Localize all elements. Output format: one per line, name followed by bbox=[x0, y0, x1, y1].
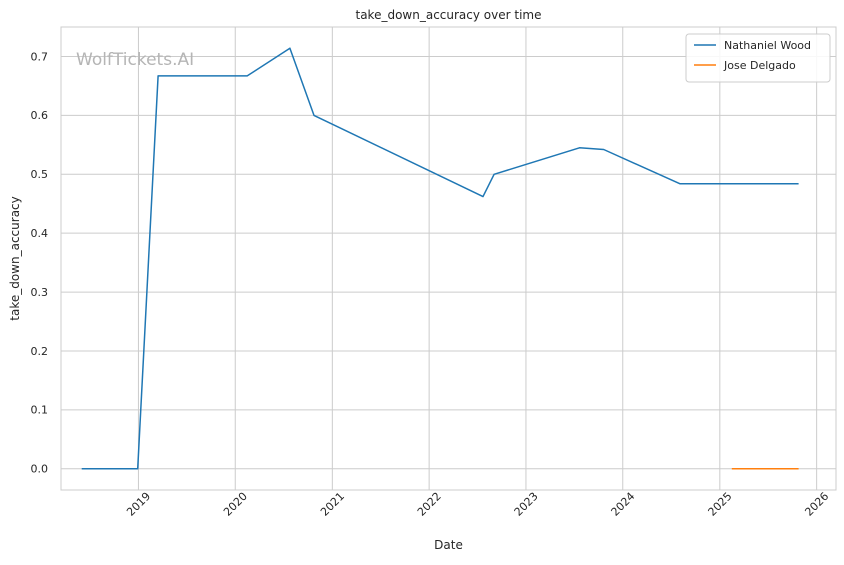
legend-label: Nathaniel Wood bbox=[724, 39, 811, 52]
chart-title: take_down_accuracy over time bbox=[356, 8, 542, 22]
legend: Nathaniel Wood Jose Delgado bbox=[685, 33, 831, 83]
y-tick-label: 0.2 bbox=[31, 345, 49, 358]
series-lines bbox=[81, 47, 799, 470]
x-tick-label: 2020 bbox=[221, 490, 250, 519]
legend-box bbox=[685, 33, 831, 83]
watermark: WolfTickets.AI bbox=[76, 50, 194, 70]
x-tick-label: 2023 bbox=[512, 490, 541, 519]
legend-label: Jose Delgado bbox=[723, 59, 796, 72]
y-tick-label: 0.4 bbox=[31, 227, 49, 240]
y-tick-label: 0.0 bbox=[31, 463, 49, 476]
x-axis-label: Date bbox=[434, 538, 463, 552]
y-tick-label: 0.5 bbox=[31, 168, 49, 181]
y-tick-label: 0.6 bbox=[31, 109, 49, 122]
x-tick-label: 2024 bbox=[609, 490, 638, 519]
x-tick-label: 2022 bbox=[415, 490, 444, 519]
y-tick-label: 0.1 bbox=[31, 404, 49, 417]
y-tick-label: 0.7 bbox=[31, 50, 49, 63]
x-tick-label: 2025 bbox=[706, 490, 735, 519]
grid bbox=[61, 27, 836, 490]
x-tick-label: 2019 bbox=[124, 490, 153, 519]
y-axis-label: take_down_accuracy bbox=[8, 196, 22, 320]
y-tick-label: 0.3 bbox=[31, 286, 49, 299]
series-line-0 bbox=[81, 47, 799, 470]
x-tick-labels: 2019 2020 2021 2022 2023 2024 2025 2026 bbox=[124, 490, 831, 519]
y-tick-labels: 0.0 0.1 0.2 0.3 0.4 0.5 0.6 0.7 bbox=[31, 50, 49, 475]
x-tick-label: 2026 bbox=[802, 490, 831, 519]
x-tick-label: 2021 bbox=[318, 490, 347, 519]
plot-area-frame bbox=[60, 26, 837, 491]
